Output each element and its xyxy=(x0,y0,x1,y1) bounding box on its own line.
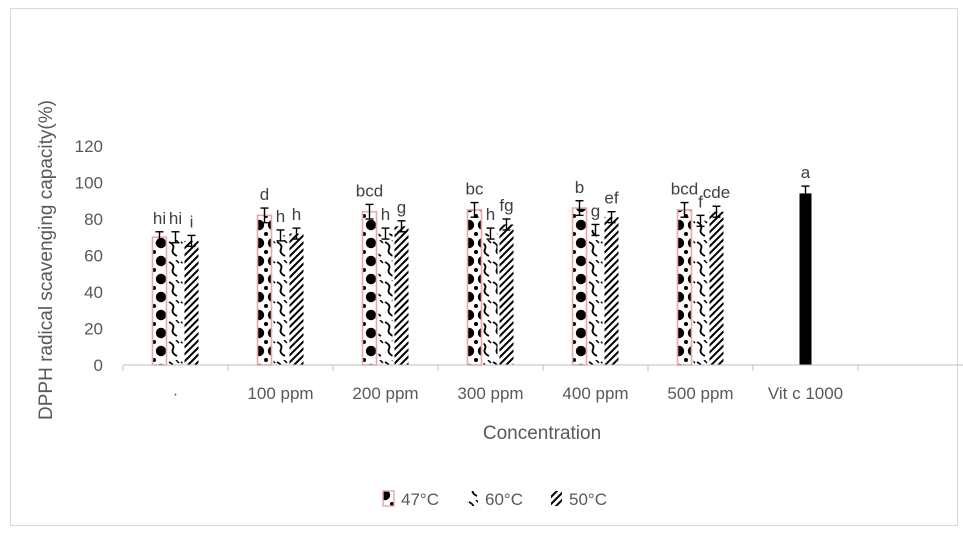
significance-label: hi xyxy=(169,209,182,228)
bar xyxy=(273,235,288,365)
significance-label: cde xyxy=(703,183,730,202)
significance-label: h xyxy=(486,205,495,224)
bar xyxy=(151,236,168,366)
bar xyxy=(588,229,603,365)
x-tick-label: 400 ppm xyxy=(562,384,628,403)
axes xyxy=(122,364,963,371)
y-tick-label: 0 xyxy=(94,356,103,375)
significance-label: h xyxy=(381,205,390,224)
x-tick-label: 500 ppm xyxy=(667,384,733,403)
legend-label: 60°C xyxy=(485,490,523,509)
significance-label: a xyxy=(801,163,811,182)
y-tick-label: 20 xyxy=(84,320,103,339)
y-tick-label: 40 xyxy=(84,283,103,302)
significance-label: hi xyxy=(153,209,166,228)
significance-label: g xyxy=(397,198,406,217)
bar xyxy=(168,237,183,365)
bar xyxy=(289,233,304,365)
y-tick-label: 60 xyxy=(84,247,103,266)
bar xyxy=(184,240,199,365)
x-tick-label: · xyxy=(173,384,179,403)
significance-label: f xyxy=(698,192,703,211)
bar xyxy=(378,233,393,365)
significance-label: bcd xyxy=(356,181,383,200)
legend: 47°C 60°C 50°C xyxy=(382,490,607,509)
bar xyxy=(394,226,409,365)
significance-label: h xyxy=(276,207,285,226)
significance-label: fg xyxy=(499,196,513,215)
legend-label: 50°C xyxy=(569,490,607,509)
significance-label: g xyxy=(591,201,600,220)
x-tick-label: Vit c 1000 xyxy=(768,384,843,403)
significance-label: bc xyxy=(466,180,484,199)
bar xyxy=(256,214,273,366)
legend-swatch xyxy=(551,491,562,506)
error-bars xyxy=(155,185,810,248)
legend-swatch xyxy=(467,491,478,506)
x-tick-label: 100 ppm xyxy=(247,384,313,403)
bar xyxy=(799,193,812,365)
x-tick-label: 300 ppm xyxy=(457,384,523,403)
bar xyxy=(483,233,498,365)
bar xyxy=(361,210,378,366)
x-tick-label: 200 ppm xyxy=(352,384,418,403)
legend-swatch xyxy=(382,490,395,507)
significance-label: i xyxy=(190,212,194,231)
bar xyxy=(499,224,514,365)
significance-label: b xyxy=(575,178,584,197)
bar xyxy=(466,209,483,366)
y-tick-label: 120 xyxy=(75,137,103,156)
x-axis-ticks: · 100 ppm 200 ppm 300 ppm 400 ppm 500 ppm Vit … xyxy=(173,384,843,403)
significance-label: h xyxy=(292,205,301,224)
significance-label: bcd xyxy=(671,180,698,199)
bar xyxy=(676,209,693,366)
y-axis-title: DPPH radical scavenging capacity(%) xyxy=(36,100,57,420)
y-tick-label: 80 xyxy=(84,210,103,229)
bar xyxy=(693,220,708,365)
x-axis-title: Concentration xyxy=(483,423,601,444)
bar xyxy=(571,207,588,366)
significance-label: d xyxy=(260,185,269,204)
bar xyxy=(604,217,619,365)
y-axis-ticks: 0 20 40 60 80 100 120 xyxy=(75,137,103,375)
significance-label: ef xyxy=(604,189,618,208)
bar xyxy=(709,211,724,365)
legend-label: 47°C xyxy=(401,490,439,509)
bars xyxy=(151,193,812,366)
y-tick-label: 100 xyxy=(75,174,103,193)
